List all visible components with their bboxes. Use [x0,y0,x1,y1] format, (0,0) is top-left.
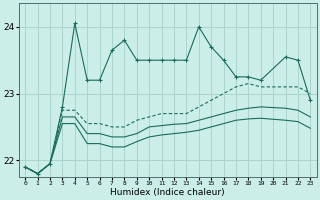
X-axis label: Humidex (Indice chaleur): Humidex (Indice chaleur) [110,188,225,197]
